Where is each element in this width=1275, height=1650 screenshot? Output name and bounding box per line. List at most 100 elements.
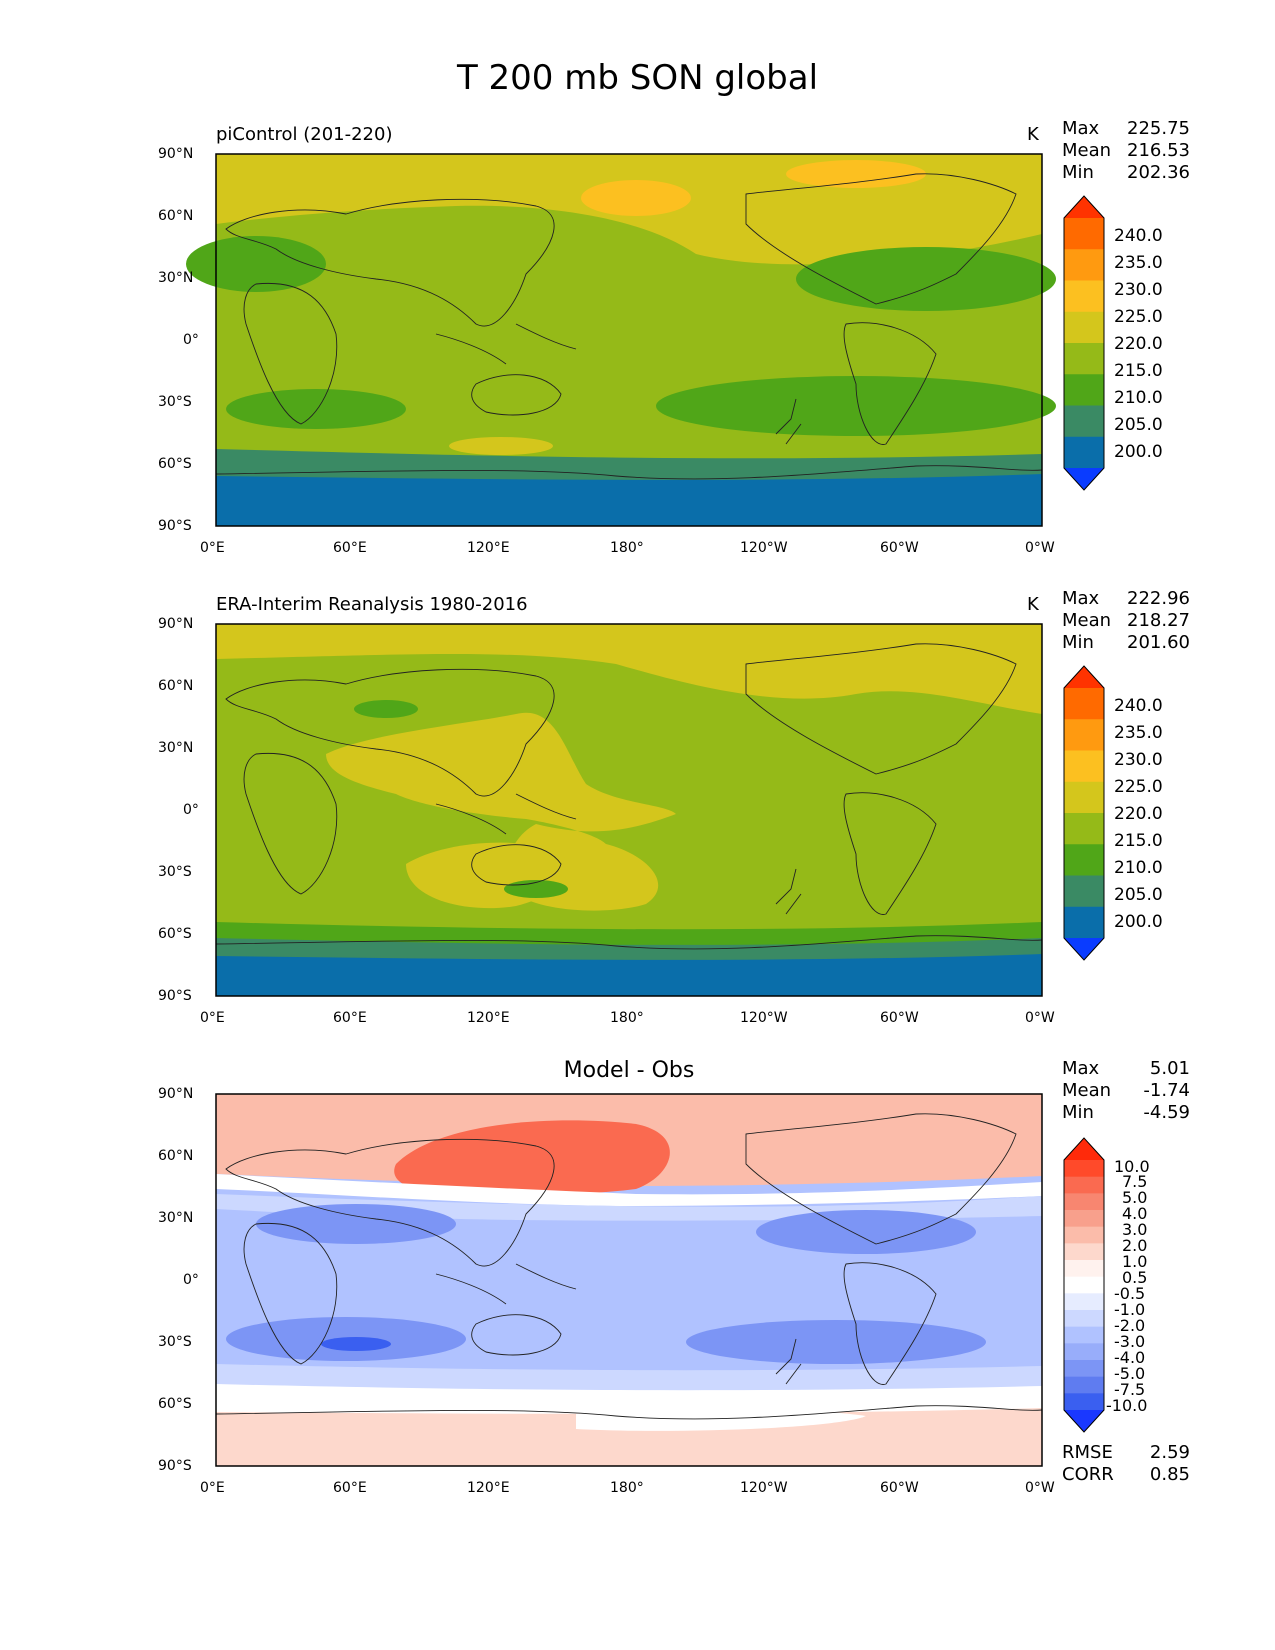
mean-value: 216.53 [1127,140,1190,161]
stats-block: Max 5.01 Mean -1.74 Min -4.59 [1062,1058,1190,1124]
colorbar-label: 3.0 [1122,1220,1148,1239]
lon-tick: 0°E [200,1480,225,1496]
colorbar-extend-max [1064,196,1104,218]
lon-tick: 60°W [880,540,919,556]
colorbar-segment [1064,781,1104,814]
panel-title: piControl (201-220) [216,124,393,145]
colorbar-label: -2.0 [1114,1316,1146,1335]
lat-tick: 30°N [158,1210,194,1226]
field-band-210a [186,236,326,292]
colorbar-segment [1064,1393,1104,1411]
colorbar-extend-min [1064,468,1104,490]
lon-tick: 120°W [740,1010,788,1026]
min-label: Min [1062,632,1094,653]
colorbar-segment [1064,1293,1104,1311]
mean-value: 218.27 [1127,610,1190,631]
panel-title: ERA-Interim Reanalysis 1980-2016 [216,594,528,615]
colorbar-segment [1064,249,1104,281]
colorbar-segment [1064,1193,1104,1211]
lat-tick: 90°S [158,988,192,1004]
skill-scores: RMSE 2.59 CORR 0.85 [1062,1442,1190,1486]
colorbar-segment [1064,280,1104,313]
colorbar-label: -1.0 [1114,1300,1146,1319]
lon-tick: 120°E [467,1480,510,1496]
colorbar-segment [1064,750,1104,783]
lat-tick: 30°N [158,740,194,756]
colorbar-outline [1063,1137,1105,1433]
colorbar-segment [1064,719,1104,751]
colorbar-extend-min [1064,1410,1104,1432]
field-band-220n [216,624,1042,714]
field-band-205 [216,954,1042,996]
colorbar-outline [1063,665,1105,961]
colorbar-label: 0.5 [1122,1268,1148,1287]
lat-tick: 90°S [158,1458,192,1474]
colorbar-segment [1064,1226,1104,1244]
colorbar-era-interim [1063,665,1105,961]
field-band-zero-ant [576,1408,866,1431]
colorbar-difference [1063,1137,1105,1433]
field-band-210c [226,389,406,429]
figure-title: T 200 mb SON global [456,58,819,98]
colorbar-label: 230.0 [1114,280,1163,300]
colorbar-segment [1064,1326,1104,1344]
colorbar-label: 235.0 [1114,253,1163,273]
max-value: 5.01 [1149,1058,1190,1079]
lon-tick: 60°W [880,1010,919,1026]
lon-tick: 0°W [1025,1010,1055,1026]
lon-tick: 180° [610,1480,644,1496]
field-band-225 [581,180,691,216]
map-panel-era-interim [215,623,1043,997]
map-frame [215,153,1043,527]
colorbar-label: -0.5 [1114,1284,1146,1303]
stats-block: Max 225.75 Mean 216.53 Min 202.36 [1062,118,1190,184]
lon-tick: 60°E [333,1010,367,1026]
lat-tick: 0° [183,1272,199,1288]
min-label: Min [1062,162,1094,183]
lat-tick: 90°N [158,1086,194,1102]
coastlines [215,1113,1043,1420]
colorbar-segment [1064,311,1104,344]
lat-tick: 60°S [158,1396,192,1412]
corr-label: CORR [1062,1464,1114,1485]
colorbar-label: 200.0 [1114,442,1163,462]
colorbar-label: 215.0 [1114,831,1163,851]
field-band-220s [449,437,553,455]
lat-tick: 0° [183,332,199,348]
lon-tick: 60°E [333,1480,367,1496]
mean-label: Mean [1062,610,1112,631]
field-band-neg5 [321,1337,391,1351]
colorbar-segment [1064,1360,1104,1378]
colorbar-label: -4.0 [1114,1348,1146,1367]
colorbar-label: 7.5 [1122,1172,1148,1191]
lon-tick: 60°E [333,540,367,556]
mean-label: Mean [1062,140,1112,161]
lat-tick: 0° [183,802,199,818]
colorbar-segment [1064,1160,1104,1178]
lon-tick: 0°W [1025,1480,1055,1496]
lat-tick: 60°N [158,678,194,694]
colorbar-label: 225.0 [1114,777,1163,797]
lat-tick: 60°S [158,926,192,942]
lon-tick: 180° [610,1010,644,1026]
rmse-value: 2.59 [1149,1442,1190,1463]
colorbar-segment [1064,436,1104,469]
lon-tick: 0°E [200,540,225,556]
colorbar-segment [1064,1343,1104,1361]
lon-tick: 120°E [467,1010,510,1026]
units-label: K [1027,124,1039,145]
stats-block: Max 222.96 Mean 218.27 Min 201.60 [1062,588,1190,654]
colorbar-label: 10.0 [1114,1157,1150,1176]
colorbar-label: 4.0 [1122,1204,1148,1223]
colorbar-segment [1064,813,1104,845]
max-label: Max [1062,588,1100,609]
map-frame [215,1093,1043,1467]
colorbar-label: 230.0 [1114,750,1163,770]
field-band-neg4a [256,1204,456,1244]
colorbar-segment [1064,405,1104,438]
lat-tick: 60°N [158,208,194,224]
colorbar-label: 220.0 [1114,334,1163,354]
colorbar-label: 205.0 [1114,415,1163,435]
max-label: Max [1062,118,1100,139]
min-value: 201.60 [1127,632,1190,653]
